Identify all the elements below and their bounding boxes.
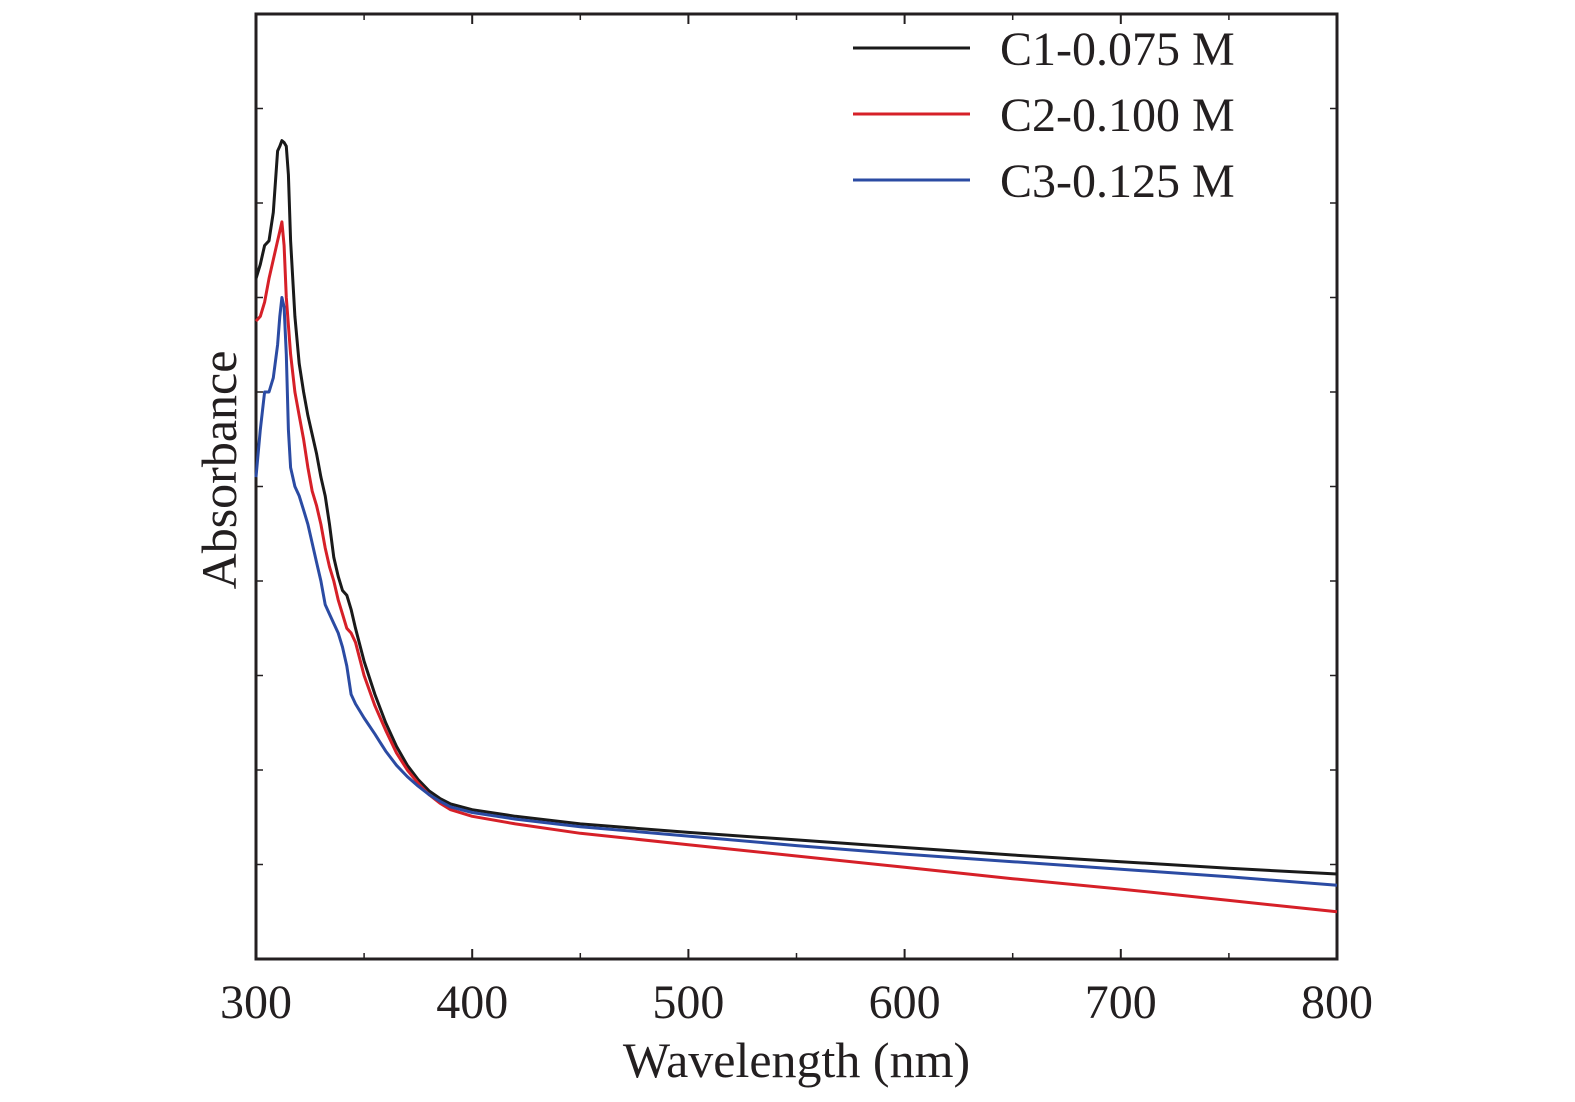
x-axis-ticks: 300 400 500 600 700 800 xyxy=(220,14,1373,1029)
y-axis-title: Absorbance xyxy=(191,351,247,590)
y-axis-ticks xyxy=(256,107,1337,866)
series-line-2 xyxy=(254,220,1338,914)
series-line-3 xyxy=(254,296,1338,887)
legend: C1-0.075 M C2-0.100 M C3-0.125 M xyxy=(853,23,1235,208)
legend-label: C3-0.125 M xyxy=(1000,155,1235,208)
series-layer xyxy=(254,139,1338,914)
x-tick-label: 800 xyxy=(1301,976,1373,1029)
x-tick-label: 300 xyxy=(220,976,292,1029)
legend-label: C2-0.100 M xyxy=(1000,89,1235,142)
x-tick-label: 500 xyxy=(652,976,724,1029)
x-tick-label: 700 xyxy=(1085,976,1157,1029)
x-tick-label: 600 xyxy=(869,976,941,1029)
series-line-1 xyxy=(254,139,1338,876)
x-tick-label: 400 xyxy=(436,976,508,1029)
x-axis-title: Wavelength (nm) xyxy=(623,1032,970,1088)
legend-label: C1-0.075 M xyxy=(1000,23,1235,76)
